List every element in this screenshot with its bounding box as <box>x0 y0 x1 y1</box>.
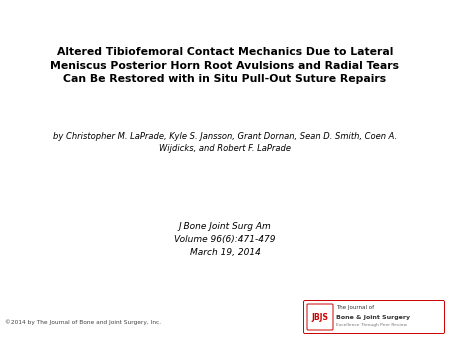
Text: by Christopher M. LaPrade, Kyle S. Jansson, Grant Dornan, Sean D. Smith, Coen A.: by Christopher M. LaPrade, Kyle S. Janss… <box>53 132 397 153</box>
FancyBboxPatch shape <box>307 304 333 330</box>
Text: The Journal of: The Journal of <box>336 306 374 310</box>
Text: JBJS: JBJS <box>311 312 328 321</box>
FancyBboxPatch shape <box>303 301 445 334</box>
Text: J Bone Joint Surg Am
Volume 96(6):471-479
March 19, 2014: J Bone Joint Surg Am Volume 96(6):471-47… <box>174 222 276 257</box>
Text: ©2014 by The Journal of Bone and Joint Surgery, Inc.: ©2014 by The Journal of Bone and Joint S… <box>5 319 161 325</box>
Text: Altered Tibiofemoral Contact Mechanics Due to Lateral
Meniscus Posterior Horn Ro: Altered Tibiofemoral Contact Mechanics D… <box>50 47 400 84</box>
Text: Excellence Through Peer Review: Excellence Through Peer Review <box>336 323 407 327</box>
Text: Bone & Joint Surgery: Bone & Joint Surgery <box>336 314 410 319</box>
